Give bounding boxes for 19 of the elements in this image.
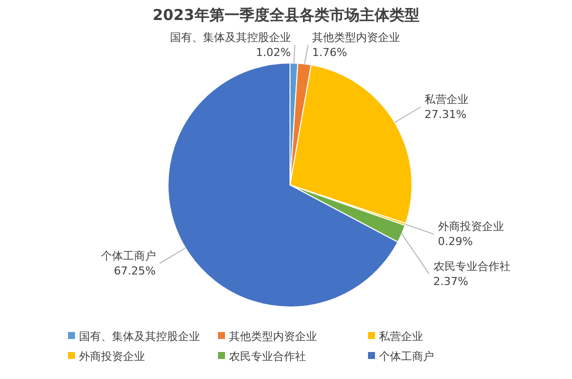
legend-label: 国有、集体及其控股企业	[79, 330, 200, 343]
data-label: 67.25%	[114, 264, 156, 278]
slice-label: 农民专业合作社	[433, 260, 510, 274]
data-label: 27.31%	[424, 108, 466, 122]
slice-label: 国有、集体及其控股企业	[170, 31, 291, 44]
legend-label: 外商投资企业	[79, 350, 145, 363]
slice-label: 私营企业	[424, 93, 469, 106]
slice-label: 个体工商户	[100, 249, 156, 262]
legend-label: 农民专业合作社	[229, 350, 306, 363]
data-label: 1.02%	[256, 46, 291, 59]
data-label: 0.29%	[438, 235, 473, 248]
legend-label: 个体工商户	[379, 350, 434, 363]
legend-label: 私营企业	[379, 330, 423, 343]
chart-title: 2023年第一季度全县各类市场主体类型	[152, 6, 420, 24]
data-label: 2.37%	[433, 275, 468, 288]
data-label: 1.76%	[312, 46, 348, 59]
legend-label: 其他类型内资企业	[229, 330, 317, 343]
slice-label: 外商投资企业	[438, 220, 504, 234]
slice-label: 其他类型内资企业	[312, 31, 400, 44]
